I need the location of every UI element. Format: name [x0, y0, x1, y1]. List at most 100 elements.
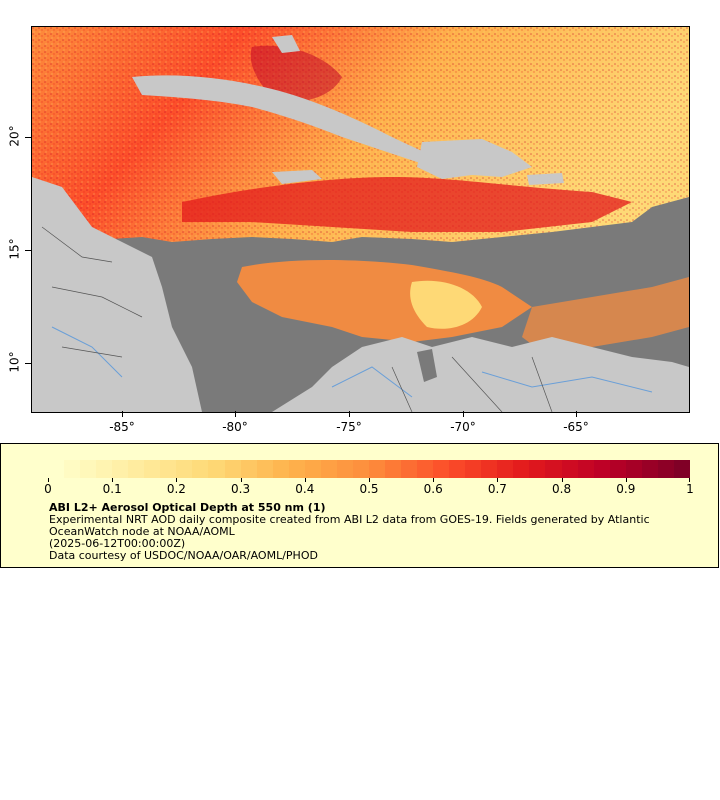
- colorbar-segment: [288, 460, 305, 478]
- legend-description: Experimental NRT AOD daily composite cre…: [49, 513, 650, 538]
- colorbar-segment: [208, 460, 225, 478]
- y-tickmark: [25, 363, 31, 364]
- land-jamaica: [272, 170, 322, 184]
- colorbar-tick-label: 0.6: [423, 482, 443, 496]
- colorbar-tick: [176, 478, 178, 482]
- colorbar-segment: [417, 460, 434, 478]
- x-tick-label: -80°: [222, 420, 248, 434]
- lake-maracaibo: [417, 349, 437, 382]
- colorbar-segment: [433, 460, 450, 478]
- colorbar-segment: [641, 460, 658, 478]
- colorbar-segment: [561, 460, 578, 478]
- colorbar-tick: [304, 478, 306, 482]
- colorbar-segment: [449, 460, 466, 478]
- colorbar-tick: [369, 478, 370, 482]
- colorbar-tick-label: 0.2: [166, 482, 186, 496]
- colorbar-segment: [336, 460, 353, 478]
- colorbar-tick-label: 0.9: [616, 482, 636, 496]
- colorbar-segment: [577, 460, 594, 478]
- legend-date: (2025-06-12T00:00:00Z): [49, 537, 186, 550]
- colorbar-segment: [160, 460, 177, 478]
- colorbar-segment: [497, 460, 514, 478]
- aod-high-north: [250, 45, 342, 101]
- colorbar-segment: [240, 460, 257, 478]
- colorbar-segment: [320, 460, 337, 478]
- colorbar-segment: [48, 460, 65, 478]
- x-tickmark: [122, 411, 123, 417]
- y-tick-label: 15°: [7, 238, 22, 260]
- colorbar-segment: [256, 460, 273, 478]
- colorbar-segment: [272, 460, 289, 478]
- colorbar: [48, 460, 690, 478]
- colorbar-segment: [80, 460, 97, 478]
- colorbar-segment: [513, 460, 530, 478]
- colorbar-segment: [384, 460, 402, 478]
- colorbar-segment: [481, 460, 498, 478]
- colorbar-segment: [304, 460, 321, 478]
- legend-credit: Data courtesy of USDOC/NOAA/OAR/AOML/PHO…: [49, 549, 318, 562]
- land-bahamas: [272, 35, 300, 53]
- y-tickmark: [25, 137, 31, 138]
- x-tickmark: [576, 411, 577, 417]
- legend: ABI L2+ Aerosol Optical Depth at 550 nm …: [0, 443, 719, 568]
- colorbar-tick-label: 0.7: [487, 482, 507, 496]
- colorbar-segment: [401, 460, 418, 478]
- country-borders: [41, 226, 553, 412]
- colorbar-segment: [96, 460, 113, 478]
- colorbar-segment: [465, 460, 482, 478]
- colorbar-tick: [689, 478, 690, 482]
- aod-field-south-light: [410, 280, 482, 329]
- rivers: [51, 326, 653, 398]
- aod-high-band: [182, 177, 632, 232]
- colorbar-segment: [529, 460, 546, 478]
- x-tick-label: -65°: [563, 420, 589, 434]
- colorbar-tick: [561, 478, 563, 482]
- colorbar-tick-label: 0.5: [359, 482, 379, 496]
- colorbar-tick-label: 0.3: [231, 482, 251, 496]
- land-cuba: [132, 75, 442, 167]
- colorbar-tick: [497, 478, 499, 482]
- colorbar-segment: [593, 460, 610, 478]
- colorbar-segment: [609, 460, 626, 478]
- colorbar-segment: [657, 460, 674, 478]
- colorbar-segment: [128, 460, 145, 478]
- colorbar-segment: [224, 460, 241, 478]
- x-tick-label: -85°: [109, 420, 135, 434]
- y-tick-label: 20°: [7, 125, 22, 147]
- colorbar-segment: [144, 460, 161, 478]
- map-area[interactable]: [31, 26, 690, 413]
- aod-field-east: [522, 277, 689, 352]
- colorbar-segment: [64, 460, 81, 478]
- colorbar-segment: [545, 460, 562, 478]
- land-south-america: [272, 337, 689, 412]
- colorbar-segment: [176, 460, 193, 478]
- colorbar-segment: [192, 460, 209, 478]
- y-tickmark: [25, 250, 31, 251]
- land-central-america: [32, 177, 202, 412]
- aod-map: [32, 27, 689, 412]
- colorbar-segment: [673, 460, 690, 478]
- x-tickmark: [463, 411, 464, 417]
- colorbar-tick: [625, 478, 627, 482]
- x-tick-label: -70°: [450, 420, 476, 434]
- colorbar-tick-label: 0.1: [102, 482, 122, 496]
- x-tickmark: [235, 411, 236, 417]
- colorbar-tick: [433, 478, 435, 482]
- y-tick-label: 10°: [7, 351, 22, 373]
- colorbar-tick-label: 0: [44, 482, 52, 496]
- land-puerto-rico: [527, 173, 564, 185]
- colorbar-segment: [625, 460, 642, 478]
- colorbar-tick: [48, 478, 49, 482]
- colorbar-tick: [240, 478, 242, 482]
- colorbar-tick: [112, 478, 114, 482]
- x-tickmark: [349, 411, 350, 417]
- land-hispaniola: [417, 139, 532, 179]
- colorbar-tick-label: 0.8: [552, 482, 572, 496]
- colorbar-segment: [352, 460, 369, 478]
- colorbar-tick-label: 0.4: [295, 482, 315, 496]
- colorbar-tick-label: 1: [686, 482, 694, 496]
- x-tick-label: -75°: [336, 420, 362, 434]
- colorbar-ticks: [48, 478, 690, 484]
- legend-title: ABI L2+ Aerosol Optical Depth at 550 nm …: [49, 501, 326, 514]
- colorbar-segment: [112, 460, 129, 478]
